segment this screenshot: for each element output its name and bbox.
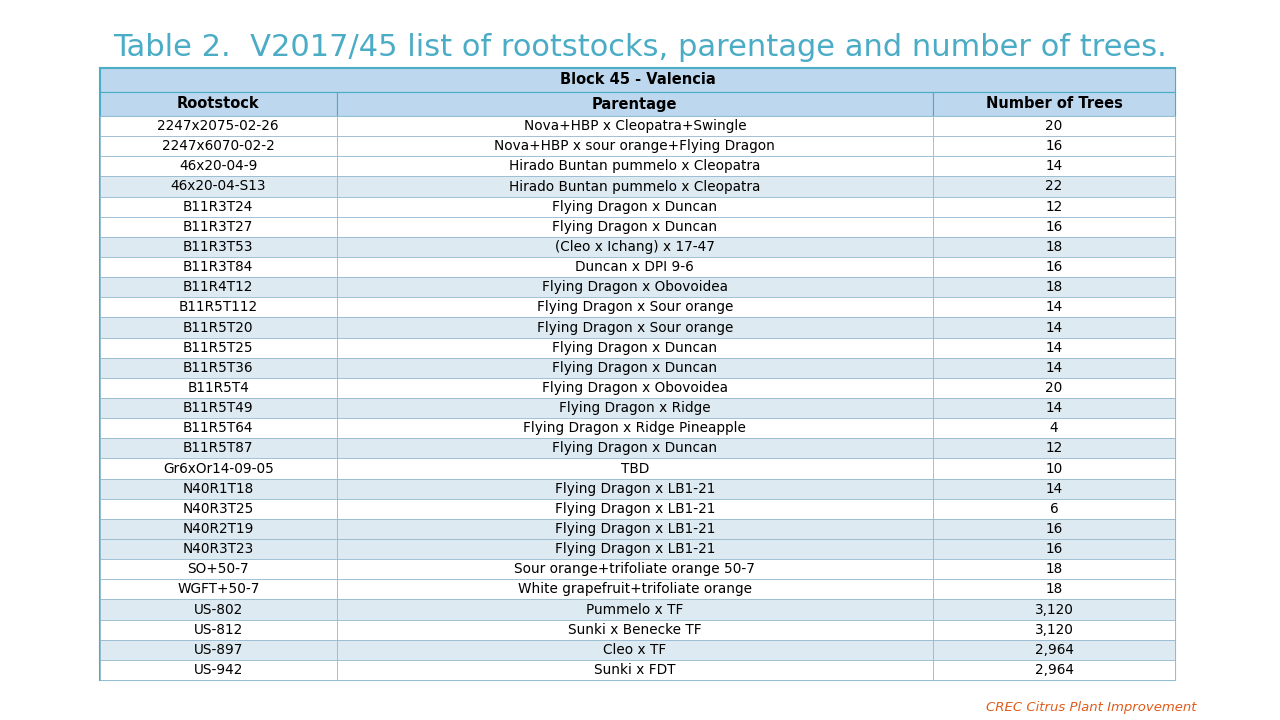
Text: 6: 6: [1050, 502, 1059, 516]
Text: B11R3T24: B11R3T24: [183, 199, 253, 214]
Text: 16: 16: [1046, 260, 1062, 274]
Text: 4: 4: [1050, 421, 1059, 435]
Text: Flying Dragon x Duncan: Flying Dragon x Duncan: [552, 441, 717, 455]
Text: Flying Dragon x Ridge: Flying Dragon x Ridge: [559, 401, 710, 415]
Text: Sour orange+trifoliate orange 50-7: Sour orange+trifoliate orange 50-7: [515, 562, 755, 576]
Text: 18: 18: [1046, 280, 1062, 294]
Text: CREC Citrus Plant Improvement: CREC Citrus Plant Improvement: [987, 701, 1197, 714]
Text: B11R5T112: B11R5T112: [179, 300, 257, 315]
Text: Flying Dragon x LB1-21: Flying Dragon x LB1-21: [554, 522, 716, 536]
Text: Flying Dragon x Obovoidea: Flying Dragon x Obovoidea: [541, 280, 728, 294]
Text: Parentage: Parentage: [593, 96, 677, 112]
Text: 2,964: 2,964: [1034, 663, 1074, 677]
Text: Gr6xOr14-09-05: Gr6xOr14-09-05: [163, 462, 274, 475]
Text: Flying Dragon x Duncan: Flying Dragon x Duncan: [552, 341, 717, 355]
Text: Pummelo x TF: Pummelo x TF: [586, 603, 684, 616]
Text: 20: 20: [1046, 381, 1062, 395]
Text: Sunki x FDT: Sunki x FDT: [594, 663, 676, 677]
Text: WGFT+50-7: WGFT+50-7: [177, 582, 260, 596]
Text: N40R3T23: N40R3T23: [183, 542, 253, 556]
Text: Duncan x DPI 9-6: Duncan x DPI 9-6: [576, 260, 694, 274]
Text: B11R5T25: B11R5T25: [183, 341, 253, 355]
Text: 16: 16: [1046, 522, 1062, 536]
Text: N40R3T25: N40R3T25: [183, 502, 253, 516]
Text: 18: 18: [1046, 240, 1062, 254]
Text: US-897: US-897: [193, 643, 243, 657]
Text: Hirado Buntan pummelo x Cleopatra: Hirado Buntan pummelo x Cleopatra: [509, 179, 760, 194]
Text: Flying Dragon x Duncan: Flying Dragon x Duncan: [552, 199, 717, 214]
Text: Flying Dragon x LB1-21: Flying Dragon x LB1-21: [554, 482, 716, 495]
Text: TBD: TBD: [621, 462, 649, 475]
Text: B11R3T27: B11R3T27: [183, 220, 253, 234]
Text: N40R1T18: N40R1T18: [183, 482, 253, 495]
Text: White grapefruit+trifoliate orange: White grapefruit+trifoliate orange: [518, 582, 751, 596]
Text: Flying Dragon x Sour orange: Flying Dragon x Sour orange: [536, 320, 733, 335]
Text: 20: 20: [1046, 119, 1062, 133]
Text: Flying Dragon x Duncan: Flying Dragon x Duncan: [552, 220, 717, 234]
Text: 12: 12: [1046, 199, 1062, 214]
Text: B11R5T36: B11R5T36: [183, 361, 253, 375]
Text: B11R3T84: B11R3T84: [183, 260, 253, 274]
Text: B11R5T49: B11R5T49: [183, 401, 253, 415]
Text: 3,120: 3,120: [1034, 623, 1074, 636]
Text: 46x20-04-9: 46x20-04-9: [179, 159, 257, 174]
Text: 14: 14: [1046, 361, 1062, 375]
Text: Flying Dragon x Obovoidea: Flying Dragon x Obovoidea: [541, 381, 728, 395]
Text: B11R3T53: B11R3T53: [183, 240, 253, 254]
Text: SO+50-7: SO+50-7: [187, 562, 250, 576]
Text: Flying Dragon x LB1-21: Flying Dragon x LB1-21: [554, 502, 716, 516]
Text: 2247x6070-02-2: 2247x6070-02-2: [161, 139, 275, 153]
Text: Flying Dragon x Sour orange: Flying Dragon x Sour orange: [536, 300, 733, 315]
Text: 2247x2075-02-26: 2247x2075-02-26: [157, 119, 279, 133]
Text: 18: 18: [1046, 562, 1062, 576]
Text: 14: 14: [1046, 341, 1062, 355]
Text: Flying Dragon x Ridge Pineapple: Flying Dragon x Ridge Pineapple: [524, 421, 746, 435]
Text: Nova+HBP x Cleopatra+Swingle: Nova+HBP x Cleopatra+Swingle: [524, 119, 746, 133]
Text: 14: 14: [1046, 482, 1062, 495]
Text: Sunki x Benecke TF: Sunki x Benecke TF: [568, 623, 701, 636]
Text: Hirado Buntan pummelo x Cleopatra: Hirado Buntan pummelo x Cleopatra: [509, 159, 760, 174]
Text: 18: 18: [1046, 582, 1062, 596]
Text: 46x20-04-S13: 46x20-04-S13: [170, 179, 266, 194]
Text: B11R5T20: B11R5T20: [183, 320, 253, 335]
Text: 14: 14: [1046, 159, 1062, 174]
Text: 16: 16: [1046, 139, 1062, 153]
Text: 12: 12: [1046, 441, 1062, 455]
Text: B11R5T64: B11R5T64: [183, 421, 253, 435]
Text: 2,964: 2,964: [1034, 643, 1074, 657]
Text: B11R4T12: B11R4T12: [183, 280, 253, 294]
Text: Rootstock: Rootstock: [177, 96, 260, 112]
Text: N40R2T19: N40R2T19: [183, 522, 253, 536]
Text: 14: 14: [1046, 320, 1062, 335]
Text: 16: 16: [1046, 542, 1062, 556]
Text: 3,120: 3,120: [1034, 603, 1074, 616]
Text: Flying Dragon x Duncan: Flying Dragon x Duncan: [552, 361, 717, 375]
Text: Nova+HBP x sour orange+Flying Dragon: Nova+HBP x sour orange+Flying Dragon: [494, 139, 776, 153]
Text: Flying Dragon x LB1-21: Flying Dragon x LB1-21: [554, 542, 716, 556]
Text: US-812: US-812: [193, 623, 243, 636]
Text: Number of Trees: Number of Trees: [986, 96, 1123, 112]
Text: 14: 14: [1046, 401, 1062, 415]
Text: Block 45 - Valencia: Block 45 - Valencia: [559, 73, 716, 88]
Text: US-942: US-942: [193, 663, 243, 677]
Text: 16: 16: [1046, 220, 1062, 234]
Text: Table 2.  V2017/45 list of rootstocks, parentage and number of trees.: Table 2. V2017/45 list of rootstocks, pa…: [113, 33, 1167, 62]
Text: Cleo x TF: Cleo x TF: [603, 643, 667, 657]
Text: 22: 22: [1046, 179, 1062, 194]
Text: 14: 14: [1046, 300, 1062, 315]
Text: US-802: US-802: [193, 603, 243, 616]
Text: (Cleo x Ichang) x 17-47: (Cleo x Ichang) x 17-47: [554, 240, 714, 254]
Text: B11R5T4: B11R5T4: [187, 381, 250, 395]
Text: 10: 10: [1046, 462, 1062, 475]
Text: B11R5T87: B11R5T87: [183, 441, 253, 455]
